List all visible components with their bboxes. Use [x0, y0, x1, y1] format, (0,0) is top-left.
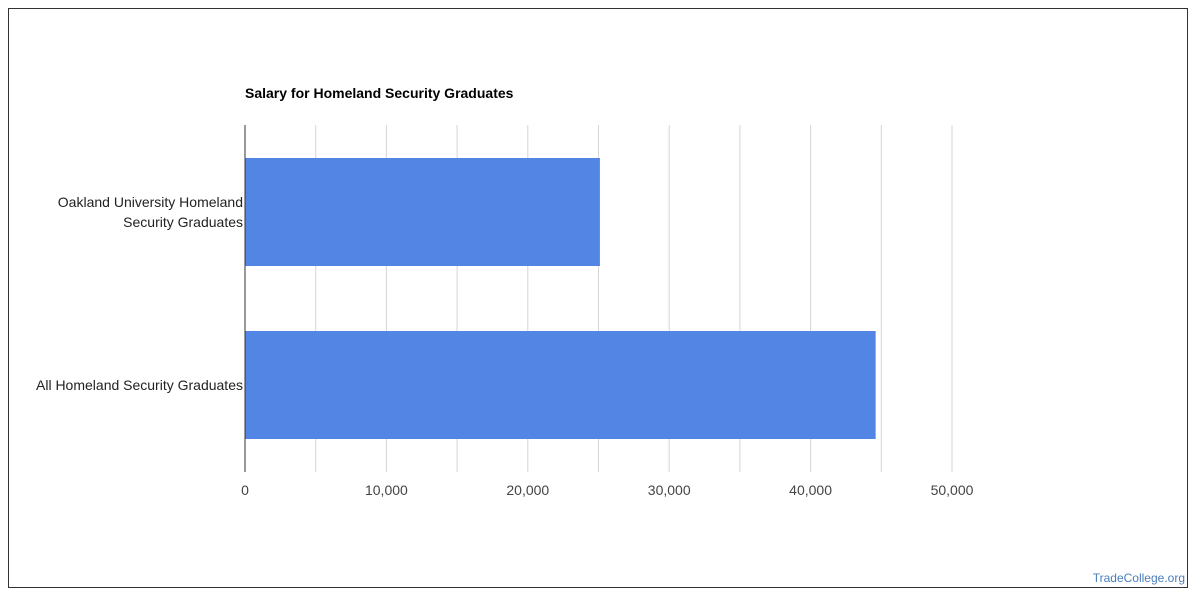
bar-0 — [245, 158, 600, 266]
chart-title: Salary for Homeland Security Graduates — [245, 85, 514, 101]
x-tick-label-1: 10,000 — [365, 482, 408, 498]
category-label-0: Oakland University Homeland Security Grad… — [58, 194, 243, 230]
x-tick-labels: 0 10,000 20,000 30,000 40,000 50,000 — [241, 482, 974, 498]
bars — [245, 158, 876, 439]
source-watermark[interactable]: TradeCollege.org — [1092, 571, 1185, 585]
x-tick-label-5: 50,000 — [931, 482, 974, 498]
category-label-line: Oakland University Homeland — [58, 194, 243, 210]
category-label-line: Security Graduates — [123, 214, 243, 230]
x-tick-label-0: 0 — [241, 482, 249, 498]
bar-1 — [245, 331, 876, 439]
x-tick-label-4: 40,000 — [789, 482, 832, 498]
x-tick-label-2: 20,000 — [506, 482, 549, 498]
category-label-line: All Homeland Security Graduates — [36, 377, 243, 393]
category-labels: Oakland University Homeland Security Grad… — [36, 194, 243, 393]
x-tick-label-3: 30,000 — [648, 482, 691, 498]
category-label-1: All Homeland Security Graduates — [36, 377, 243, 393]
